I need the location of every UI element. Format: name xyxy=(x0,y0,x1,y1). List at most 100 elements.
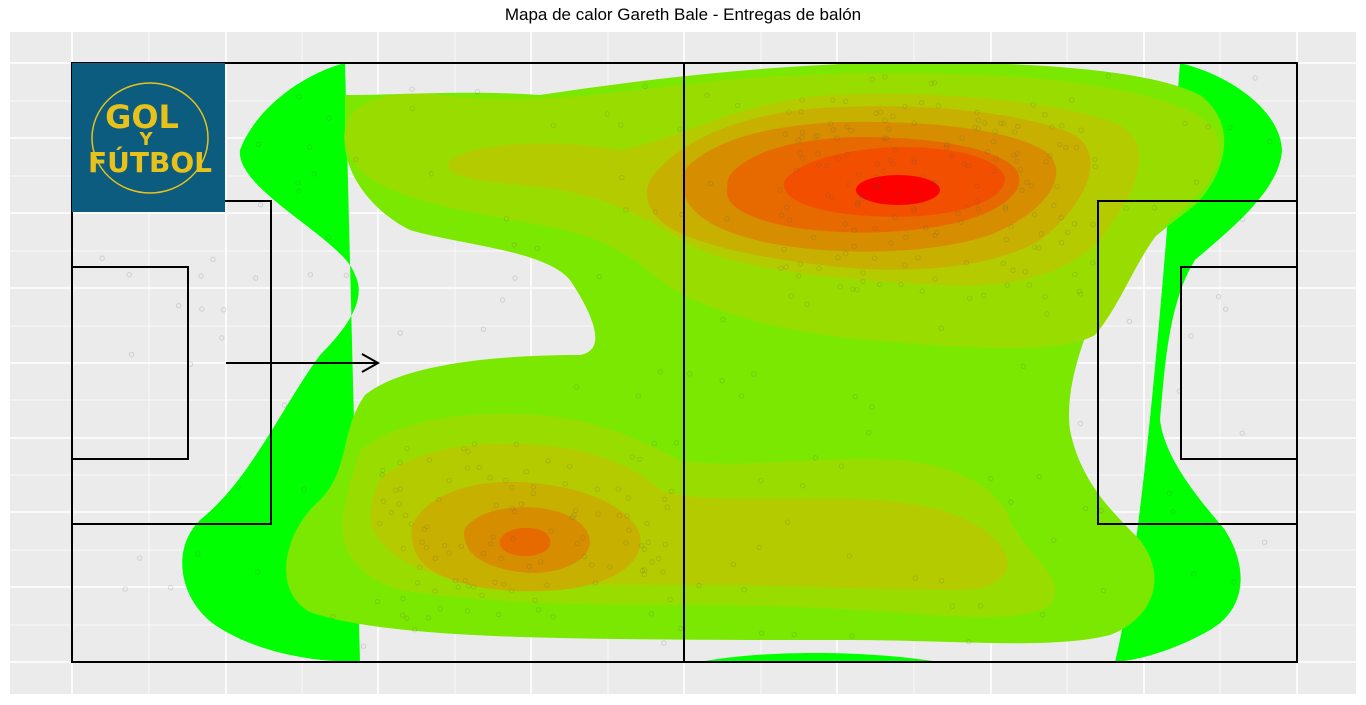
event-point xyxy=(1073,145,1080,151)
event-point xyxy=(624,513,630,519)
event-point xyxy=(1092,163,1099,170)
event-point xyxy=(509,588,515,594)
event-point xyxy=(992,128,998,135)
event-point xyxy=(923,225,929,231)
event-point xyxy=(651,440,657,447)
event-point xyxy=(1032,244,1038,250)
event-point xyxy=(615,486,621,492)
event-point xyxy=(842,221,848,227)
event-point xyxy=(902,103,908,110)
event-point xyxy=(903,234,909,240)
event-point xyxy=(870,184,876,191)
event-point xyxy=(973,198,980,205)
event-point xyxy=(1071,221,1078,227)
event-point xyxy=(719,378,725,384)
event-point xyxy=(388,509,395,516)
event-point xyxy=(834,135,840,141)
event-point xyxy=(1063,145,1069,151)
event-point xyxy=(1090,221,1096,228)
event-point xyxy=(526,563,532,570)
event-point xyxy=(595,511,601,517)
event-point xyxy=(912,575,918,581)
event-point xyxy=(649,559,655,565)
event-point xyxy=(458,543,464,550)
event-point xyxy=(810,234,817,241)
event-point xyxy=(523,469,529,475)
event-point xyxy=(786,217,793,223)
event-point xyxy=(799,129,806,136)
event-point xyxy=(1065,229,1071,236)
event-point xyxy=(935,103,941,109)
event-point xyxy=(949,153,955,159)
event-point xyxy=(604,111,610,117)
event-point xyxy=(221,307,227,313)
event-point xyxy=(252,275,259,281)
event-point xyxy=(642,567,648,573)
event-point xyxy=(408,521,414,527)
event-point xyxy=(1011,152,1017,158)
event-point xyxy=(1020,363,1026,369)
event-point xyxy=(574,540,581,547)
event-point xyxy=(397,486,404,492)
event-point xyxy=(865,195,871,201)
event-point xyxy=(425,615,431,621)
event-point xyxy=(938,325,945,331)
event-point xyxy=(854,287,860,293)
event-point xyxy=(414,580,421,586)
event-point xyxy=(509,505,515,511)
event-point xyxy=(704,92,710,99)
event-point xyxy=(1036,245,1042,251)
event-point xyxy=(432,555,438,562)
event-point xyxy=(981,120,988,126)
event-point xyxy=(1105,73,1112,79)
event-point xyxy=(829,194,835,200)
event-point xyxy=(845,151,851,158)
event-point xyxy=(652,209,659,215)
event-point xyxy=(1008,224,1014,230)
event-point xyxy=(409,105,415,112)
event-point xyxy=(645,539,651,545)
event-point xyxy=(843,98,849,105)
event-point xyxy=(623,207,629,213)
event-point xyxy=(518,501,525,507)
event-point xyxy=(360,643,367,649)
event-point xyxy=(530,484,536,490)
event-point xyxy=(573,384,580,390)
event-point xyxy=(326,115,332,121)
event-point xyxy=(730,561,736,567)
contour-level-9-peak xyxy=(856,175,940,205)
event-point xyxy=(998,120,1004,127)
event-point xyxy=(918,100,925,106)
event-point xyxy=(465,448,471,455)
event-point xyxy=(872,255,878,261)
event-point xyxy=(423,545,430,551)
event-point xyxy=(758,478,764,484)
event-point xyxy=(783,264,789,270)
event-point xyxy=(419,539,425,545)
event-point xyxy=(307,271,314,278)
contour-level-1-bottom xyxy=(700,652,940,662)
event-point xyxy=(860,270,866,276)
event-point xyxy=(1038,231,1045,237)
event-point xyxy=(464,465,471,471)
event-point xyxy=(446,550,452,556)
event-point xyxy=(219,335,225,341)
event-point xyxy=(535,607,542,613)
event-point xyxy=(975,206,981,212)
event-point xyxy=(353,156,359,163)
event-point xyxy=(910,205,917,212)
event-point xyxy=(503,216,510,222)
event-point xyxy=(1054,183,1060,190)
event-point xyxy=(846,181,853,187)
event-point xyxy=(934,229,940,236)
event-point xyxy=(860,278,866,285)
event-point xyxy=(882,117,888,124)
event-point xyxy=(800,155,806,161)
event-point xyxy=(195,551,201,557)
event-point xyxy=(641,571,647,578)
event-point xyxy=(538,559,544,565)
event-point xyxy=(873,174,880,181)
event-point xyxy=(816,162,822,168)
event-point xyxy=(492,579,498,585)
event-point xyxy=(724,216,730,222)
